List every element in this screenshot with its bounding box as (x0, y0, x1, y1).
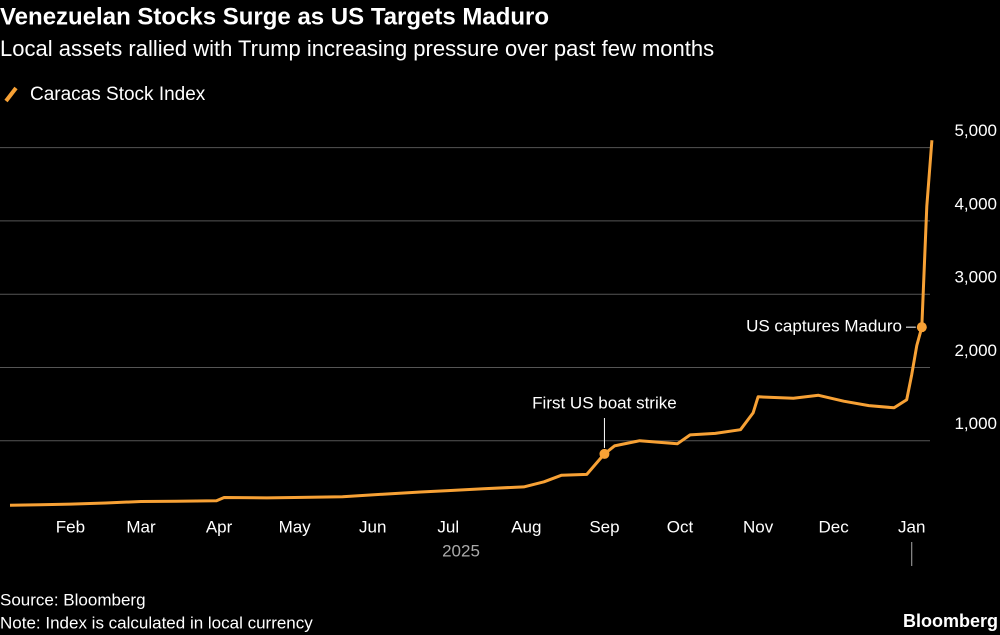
x-tick-label: Jul (437, 517, 459, 536)
brand: Bloomberg (903, 611, 998, 631)
annotation-dot (599, 448, 610, 459)
x-tick-label: Mar (126, 517, 156, 536)
y-tick-label: 5,000 (954, 121, 997, 140)
chart-title: Venezuelan Stocks Surge as US Targets Ma… (0, 3, 549, 30)
legend-icon (4, 86, 18, 103)
x-tick-label: Jan (898, 517, 925, 536)
x-tick-label: Oct (667, 517, 694, 536)
chart-subtitle: Local assets rallied with Trump increasi… (0, 36, 714, 61)
x-tick-label: Jun (359, 517, 386, 536)
annotation-dot (916, 322, 927, 333)
source: Source: Bloomberg (0, 590, 146, 609)
y-tick-label: 2,000 (954, 341, 997, 360)
x-tick-label: Aug (511, 517, 541, 536)
x-tick-label: Sep (589, 517, 619, 536)
legend-label: Caracas Stock Index (30, 84, 206, 105)
x-tick-label: Apr (206, 517, 233, 536)
x-tick-label: Nov (743, 517, 774, 536)
x-tick-label: Feb (56, 517, 85, 536)
x-tick-label: Dec (819, 517, 850, 536)
annotation-text: US captures Maduro (746, 317, 902, 336)
x-axis-label: 2025 (442, 541, 480, 560)
y-tick-label: 1,000 (954, 414, 997, 433)
x-tick-label: May (279, 517, 312, 536)
note: Note: Index is calculated in local curre… (0, 613, 313, 632)
y-tick-label: 3,000 (954, 268, 997, 287)
y-tick-label: 4,000 (954, 194, 997, 213)
annotation-text: First US boat strike (532, 393, 677, 412)
